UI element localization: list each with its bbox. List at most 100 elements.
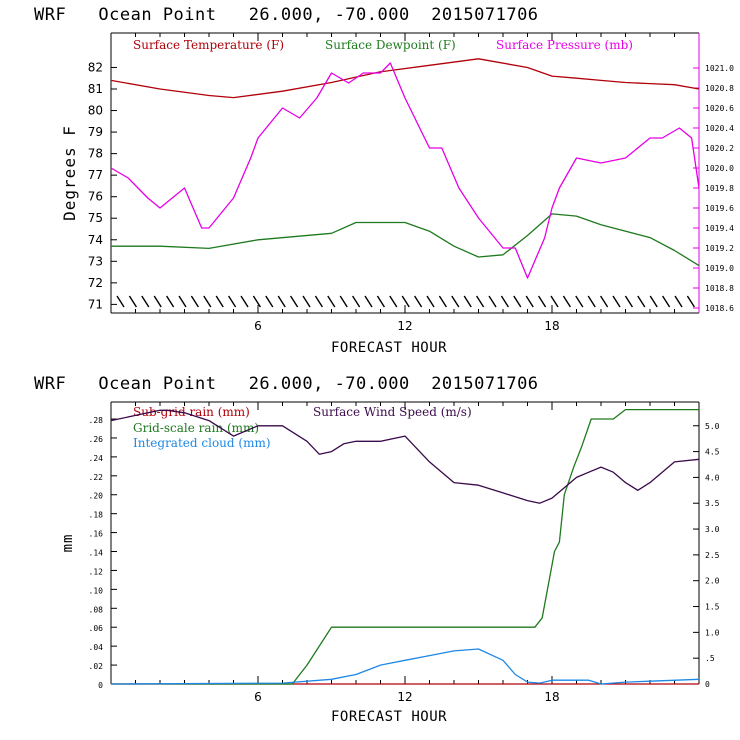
- y2-tick-label: 1020.0: [705, 164, 734, 173]
- y-tick-label: 78: [88, 147, 103, 161]
- x-axis-label: FORECAST HOUR: [331, 340, 448, 356]
- y2-tick-label: 1019.0: [705, 264, 734, 273]
- y-tick-label: .28: [89, 416, 104, 425]
- y-tick-label: 74: [88, 233, 103, 247]
- y2-tick-label: 1018.8: [705, 284, 734, 293]
- wind-barb: [401, 295, 410, 308]
- wind-barb: [302, 295, 311, 308]
- y-tick-label: .18: [89, 511, 104, 520]
- series-line: [110, 409, 700, 504]
- y-tick-label: .22: [89, 473, 104, 482]
- y-tick-label: .24: [89, 454, 104, 463]
- wind-barb: [451, 295, 460, 308]
- wind-barb: [624, 295, 633, 308]
- wind-barb: [488, 295, 497, 308]
- wind-barb: [637, 295, 646, 308]
- y-tick-label: .12: [89, 567, 104, 576]
- y-axis-label: mm: [60, 534, 76, 553]
- x-tick-label: 12: [397, 690, 412, 704]
- x-tick-label: 12: [397, 319, 412, 333]
- wind-barb: [662, 295, 671, 308]
- y2-tick-label: 1019.6: [705, 204, 734, 213]
- wind-barb: [389, 295, 398, 308]
- wind-barb: [265, 295, 274, 308]
- y2-tick-label: 3.0: [705, 525, 720, 534]
- y2-tick-label: 1020.6: [705, 104, 734, 113]
- y2-tick-label: 2.5: [705, 551, 720, 560]
- y-tick-label: 0: [98, 681, 103, 690]
- y-tick-label: .04: [89, 643, 104, 652]
- y2-tick-label: 5.0: [705, 422, 720, 431]
- wind-barb: [612, 295, 621, 308]
- legend-entry: Sub-grid rain (mm): [133, 405, 250, 419]
- wind-barb: [414, 295, 423, 308]
- wind-barb: [190, 295, 199, 308]
- wind-barb: [562, 295, 571, 308]
- y-tick-label: 71: [88, 297, 103, 311]
- wind-barb: [538, 295, 547, 308]
- y-tick-label: 73: [88, 254, 103, 268]
- wind-barb: [352, 295, 361, 308]
- y2-tick-label: 1019.2: [705, 244, 734, 253]
- y-tick-label: 76: [88, 190, 103, 204]
- y-tick-label: 75: [88, 211, 103, 225]
- y-tick-label: .26: [89, 435, 104, 444]
- wind-barb: [463, 295, 472, 308]
- wind-barb: [327, 295, 336, 308]
- y2-tick-label: 1021.0: [705, 64, 734, 73]
- legend-entry: Grid-scale rain (mm): [133, 421, 259, 435]
- legend-entry: Surface Dewpoint (F): [325, 38, 456, 52]
- x-tick-label: 18: [544, 319, 559, 333]
- x-axis-label: FORECAST HOUR: [331, 709, 448, 725]
- y2-tick-label: 3.5: [705, 499, 720, 508]
- legend-entry: Surface Temperature (F): [133, 38, 284, 52]
- wind-barb: [426, 295, 435, 308]
- y2-tick-label: 1019.4: [705, 224, 734, 233]
- y2-tick-label: .5: [705, 654, 715, 663]
- wind-barb: [277, 295, 286, 308]
- wind-barb: [575, 295, 584, 308]
- wind-barb: [252, 295, 261, 308]
- y-tick-label: .10: [89, 586, 104, 595]
- legend-entry: Surface Wind Speed (m/s): [313, 405, 472, 419]
- x-tick-label: 6: [254, 319, 262, 333]
- y-tick-label: .08: [89, 605, 104, 614]
- y2-tick-label: 1018.6: [705, 304, 734, 313]
- wind-barb: [476, 295, 485, 308]
- y-tick-label: 72: [88, 276, 103, 290]
- series-line: [110, 648, 700, 685]
- series-line: [111, 213, 700, 267]
- wind-barb: [686, 295, 695, 308]
- y-tick-label: 81: [88, 82, 103, 96]
- y-tick-label: 80: [88, 104, 103, 118]
- y-tick-label: .20: [89, 492, 104, 501]
- wind-barb: [203, 295, 212, 308]
- wind-barb: [438, 295, 447, 308]
- wind-barb: [290, 295, 299, 308]
- x-tick-label: 18: [544, 690, 559, 704]
- y-tick-label: 82: [88, 60, 103, 74]
- wind-barb: [600, 295, 609, 308]
- y2-tick-label: 1.5: [705, 603, 720, 612]
- wind-barb: [649, 295, 658, 308]
- wind-barb: [364, 295, 373, 308]
- wind-barb: [339, 295, 348, 308]
- legend-entry: Surface Pressure (mb): [496, 38, 633, 52]
- y2-tick-label: 1020.2: [705, 144, 734, 153]
- wind-barb: [587, 295, 596, 308]
- wind-barb: [153, 295, 162, 308]
- y2-tick-label: 4.5: [705, 448, 720, 457]
- y-axis-label: Degrees F: [60, 125, 79, 221]
- y2-tick-label: 2.0: [705, 577, 720, 586]
- y-tick-label: .02: [89, 662, 104, 671]
- legend-entry: Integrated cloud (mm): [133, 436, 271, 450]
- y2-tick-label: 1.0: [705, 628, 720, 637]
- y-tick-label: .06: [89, 624, 104, 633]
- series-line: [111, 408, 699, 685]
- wind-barb: [314, 295, 323, 308]
- y-tick-label: 79: [88, 125, 103, 139]
- wind-barb: [240, 295, 249, 308]
- wind-barb: [116, 295, 125, 308]
- wind-barb: [513, 295, 522, 308]
